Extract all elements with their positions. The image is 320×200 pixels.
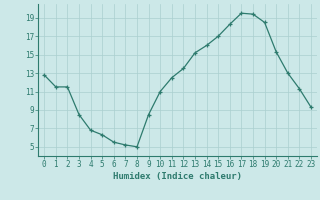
X-axis label: Humidex (Indice chaleur): Humidex (Indice chaleur) <box>113 172 242 181</box>
